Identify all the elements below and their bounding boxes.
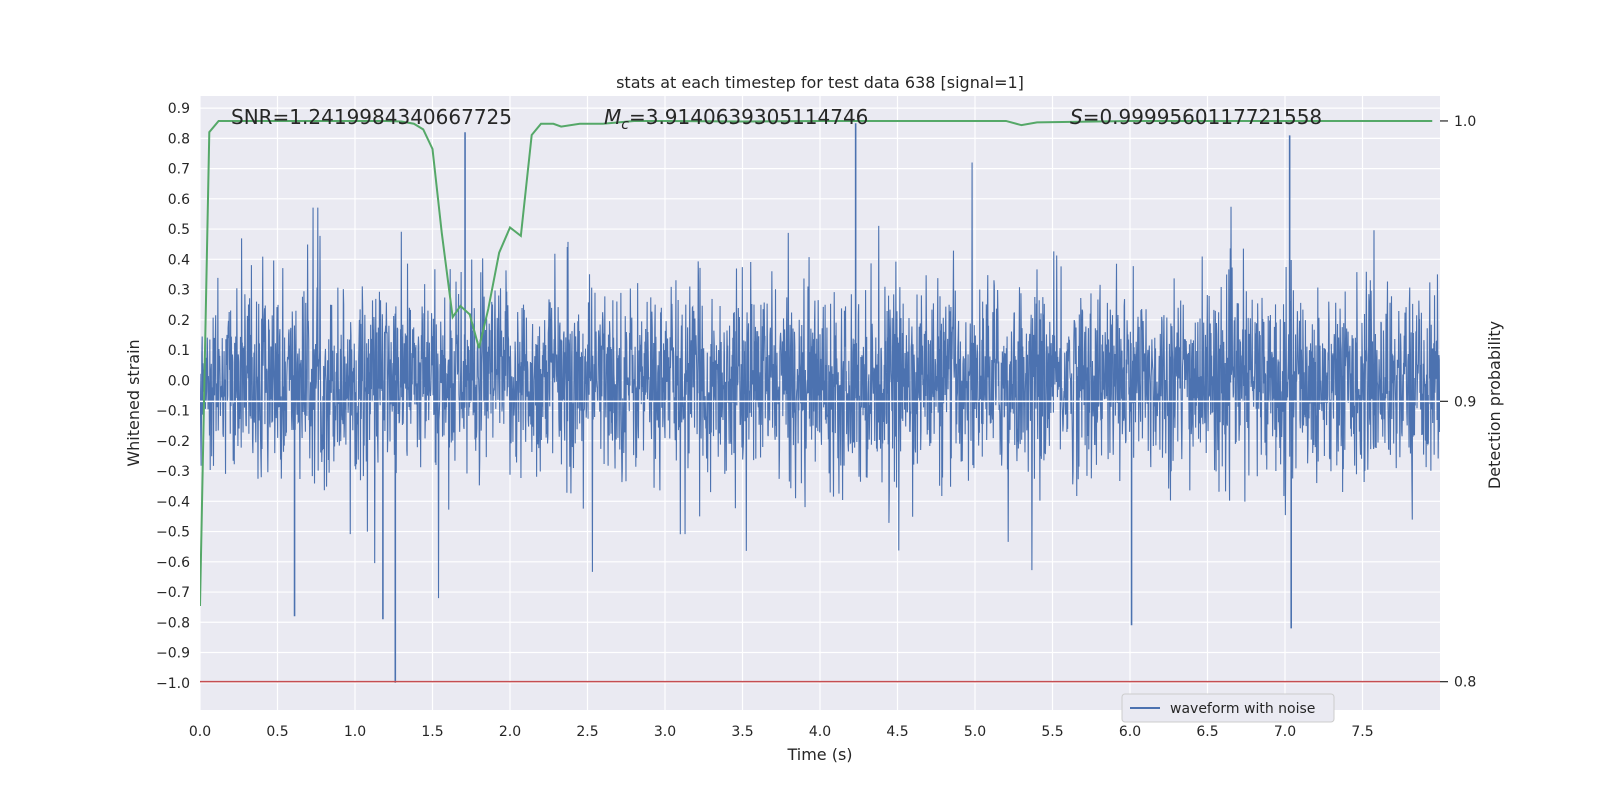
legend: waveform with noise [1121,693,1335,723]
chart-title: stats at each timestep for test data 638… [616,73,1024,92]
y-tick-label: −0.6 [156,555,190,571]
grid [199,96,1440,710]
y-axis-label: Whitened strain [124,339,143,466]
y2-tick-label: 0.8 [1454,675,1476,691]
chirp-mass-value: =3.9140639305114746 [629,105,868,129]
y-tick-label: 0.8 [168,131,190,147]
y2-tick-label: 0.9 [1454,394,1476,410]
y-tick-label: 0.7 [168,162,190,178]
chirp-mass-subscript: c [621,117,629,133]
waveform-line [200,162,1440,599]
x-tick-label: 3.0 [654,724,676,740]
x-tick-label: 7.0 [1274,724,1296,740]
x-tick-label: 0.5 [266,724,288,740]
y2-tick-label: 1.0 [1454,114,1476,130]
waveform-series [200,123,1440,683]
y-tick-label: −0.9 [156,646,190,662]
x-tick-label: 5.5 [1041,724,1063,740]
y-tick-label: −0.3 [156,464,190,480]
s-value: =0.9999560117721558 [1083,105,1322,129]
reference-lines [200,400,1440,683]
y-tick-label: −0.1 [156,404,190,420]
y-tick-label: 0.3 [168,283,190,299]
y-tick-label: 0.6 [168,192,190,208]
x-ticks: 0.0 0.5 1.0 1.5 2.0 2.5 3.0 3.5 4.0 4.5 5.0 5.5 6.0 6… [189,724,1374,740]
y-tick-label: −0.7 [156,585,190,601]
y-tick-label: 0.2 [168,313,190,329]
y-ticks: −1.0 −0.9 −0.8 −0.7 −0.6 −0.5 −0.4 −0.3 −0.2 −0.1… [156,101,190,692]
probability-series [200,119,1433,606]
detection-probability-line [200,119,1433,606]
y-tick-label: 0.0 [168,373,190,389]
s-annotation: S=0.9999560117721558 [1070,105,1322,129]
x-tick-label: 2.0 [499,724,521,740]
x-tick-label: 2.5 [576,724,598,740]
legend-label: waveform with noise [1170,701,1315,717]
x-axis-label: Time (s) [786,745,852,764]
y-tick-label: −0.2 [156,434,190,450]
x-tick-label: 1.0 [344,724,366,740]
x-tick-label: 4.5 [886,724,908,740]
snr-annotation: SNR=1.2419984340667725 [231,105,512,129]
x-tick-label: 0.0 [189,724,211,740]
y-tick-label: 0.5 [168,222,190,238]
y-tick-label: 0.9 [168,101,190,117]
chirp-mass-annotation: Mc=3.9140639305114746 [604,105,868,133]
y-tick-label: 0.4 [168,252,190,268]
y-tick-label: −0.8 [156,615,190,631]
x-tick-label: 1.5 [421,724,443,740]
y-tick-label: −0.4 [156,494,190,510]
x-tick-label: 3.5 [731,724,753,740]
y2-ticks: 0.8 0.9 1.0 [1440,114,1476,691]
x-tick-label: 4.0 [809,724,831,740]
y2-axis-label: Detection probability [1485,321,1504,489]
x-tick-label: 5.0 [964,724,986,740]
s-symbol: S [1070,105,1083,129]
y-tick-label: 0.1 [168,343,190,359]
chirp-mass-symbol: M [604,105,621,129]
y-tick-label: −0.5 [156,525,190,541]
x-tick-label: 7.5 [1351,724,1373,740]
y-tick-label: −1.0 [156,676,190,692]
x-tick-label: 6.5 [1196,724,1218,740]
x-tick-label: 6.0 [1119,724,1141,740]
legend-box [1121,693,1335,723]
